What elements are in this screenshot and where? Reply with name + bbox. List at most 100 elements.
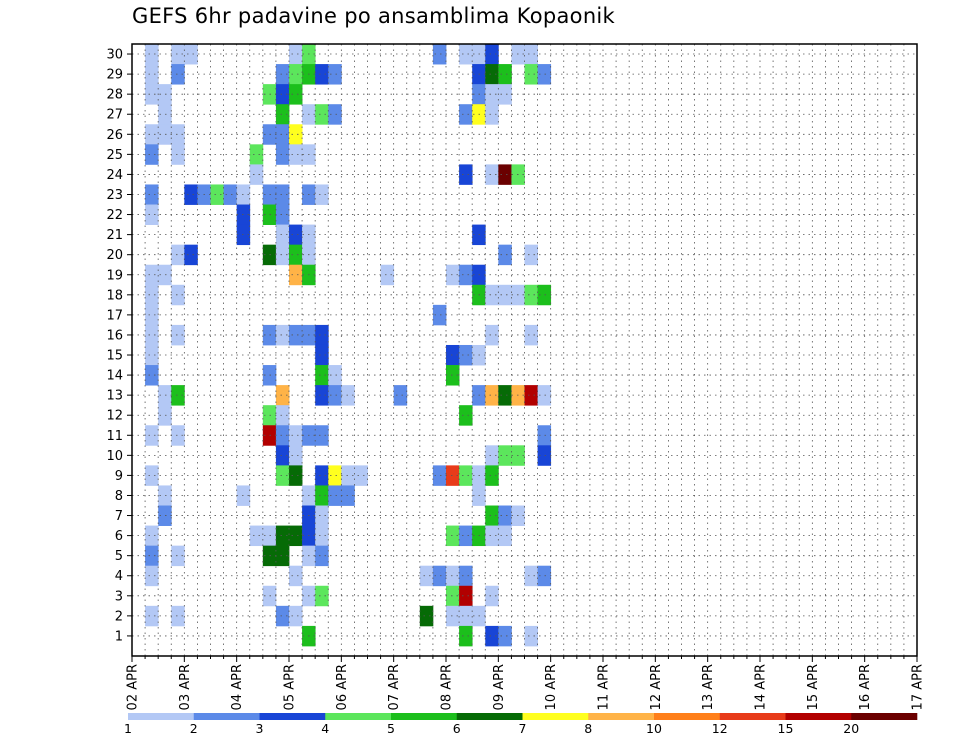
heatmap-cell: [459, 104, 473, 125]
heatmap-cell: [341, 465, 355, 486]
heatmap-cell: [289, 244, 303, 266]
heatmap-cell: [145, 304, 159, 326]
x-tick-label: 13 APR: [701, 664, 716, 710]
heatmap-cell: [171, 425, 185, 446]
legend-label: 8: [584, 721, 592, 736]
heatmap-cell: [341, 485, 355, 506]
heatmap-cell: [158, 124, 172, 145]
x-tick-label: 03 APR: [178, 664, 193, 710]
heatmap-cell: [145, 184, 159, 205]
legend-swatch: [128, 713, 195, 720]
x-tick-label: 11 APR: [597, 664, 612, 710]
heatmap-cell: [184, 244, 198, 266]
heatmap-cell: [289, 565, 303, 587]
heatmap-cell: [485, 324, 499, 346]
heatmap-cell: [275, 204, 290, 225]
legend-label: 15: [778, 721, 794, 736]
y-tick-label: 27: [106, 108, 123, 123]
y-tick-label: 4: [115, 569, 123, 584]
heatmap-cell: [289, 465, 303, 486]
heatmap-cell: [184, 184, 198, 205]
heatmap-cell: [498, 284, 512, 306]
heatmap-cell: [145, 84, 159, 105]
heatmap-cell: [485, 104, 499, 125]
x-tick-label: 10 APR: [544, 664, 559, 710]
heatmap-cell: [145, 204, 159, 225]
heatmap-cell: [459, 405, 473, 426]
heatmap-cell: [537, 565, 552, 587]
heatmap-cell: [315, 385, 329, 406]
heatmap-cell: [459, 605, 473, 627]
y-tick-label: 25: [106, 148, 123, 163]
heatmap-cell: [485, 164, 499, 185]
x-tick-label: 08 APR: [440, 664, 455, 710]
legend-label: 1: [124, 721, 132, 736]
legend-swatch: [719, 713, 786, 720]
y-tick-label: 29: [106, 68, 123, 83]
legend-swatch: [785, 713, 852, 720]
heatmap-cell: [432, 44, 447, 65]
legend-swatch: [193, 713, 260, 720]
heatmap-cell: [315, 324, 329, 346]
heatmap-cell: [524, 284, 538, 306]
legend-label: 7: [519, 721, 527, 736]
heatmap-cell: [446, 585, 460, 607]
legend-label: 3: [256, 721, 264, 736]
heatmap-cell: [249, 164, 264, 185]
heatmap-cell: [289, 425, 303, 446]
heatmap-cell: [158, 405, 172, 426]
heatmap-cell: [145, 124, 159, 145]
x-tick-label: 07 APR: [387, 664, 402, 710]
y-tick-label: 28: [106, 88, 123, 103]
heatmap-cell: [145, 324, 159, 346]
x-tick-label: 15 APR: [806, 664, 821, 710]
heatmap-cell: [289, 264, 303, 286]
y-tick-label: 18: [106, 288, 123, 303]
y-tick-label: 22: [106, 208, 123, 223]
heatmap-cell: [524, 64, 538, 85]
heatmap-cell: [485, 445, 499, 466]
heatmap-cell: [328, 465, 342, 486]
heatmap-cell: [446, 605, 460, 627]
y-tick-label: 21: [106, 228, 123, 243]
heatmap-cell: [328, 104, 342, 125]
y-tick-label: 3: [115, 589, 123, 604]
heatmap-cell: [485, 385, 499, 406]
heatmap-cell: [537, 284, 552, 306]
heatmap-cell: [275, 525, 290, 547]
heatmap-cell: [275, 425, 290, 446]
x-tick-label: 06 APR: [335, 664, 350, 710]
heatmap-cell: [459, 44, 473, 65]
heatmap-cell: [328, 385, 342, 406]
heatmap-cell: [275, 184, 290, 205]
color-legend: 1 2 3 4 5 6 7 8 10 12 15 20: [124, 713, 918, 736]
y-tick-label: 10: [106, 449, 123, 464]
heatmap-cell: [315, 525, 329, 547]
heatmap-cell: [315, 365, 329, 386]
y-tick-label: 20: [106, 248, 123, 263]
heatmap-cell: [158, 385, 172, 406]
heatmap-cell: [275, 445, 290, 466]
y-tick-label: 8: [115, 489, 123, 504]
heatmap-cell: [446, 365, 460, 386]
heatmap-cell: [524, 324, 538, 346]
heatmap-cell: [223, 184, 238, 205]
heatmap-cell: [275, 224, 290, 246]
legend-label: 6: [453, 721, 461, 736]
heatmap-cell: [158, 104, 172, 125]
heatmap-cell: [289, 525, 303, 547]
heatmap-cell: [459, 585, 473, 607]
heatmap-cell: [158, 485, 172, 506]
heatmap-cell: [171, 284, 185, 306]
heatmap-cell: [145, 545, 159, 567]
heatmap-cell: [315, 485, 329, 506]
heatmap-cell: [289, 124, 303, 145]
legend-swatch: [654, 713, 721, 720]
legend-label: 12: [712, 721, 728, 736]
heatmap-cell: [275, 605, 290, 627]
heatmap-cell: [275, 385, 290, 406]
heatmap-cell: [145, 425, 159, 446]
heatmap-cell: [498, 84, 512, 105]
legend-label: 10: [646, 721, 662, 736]
y-tick-label: 26: [106, 128, 123, 143]
